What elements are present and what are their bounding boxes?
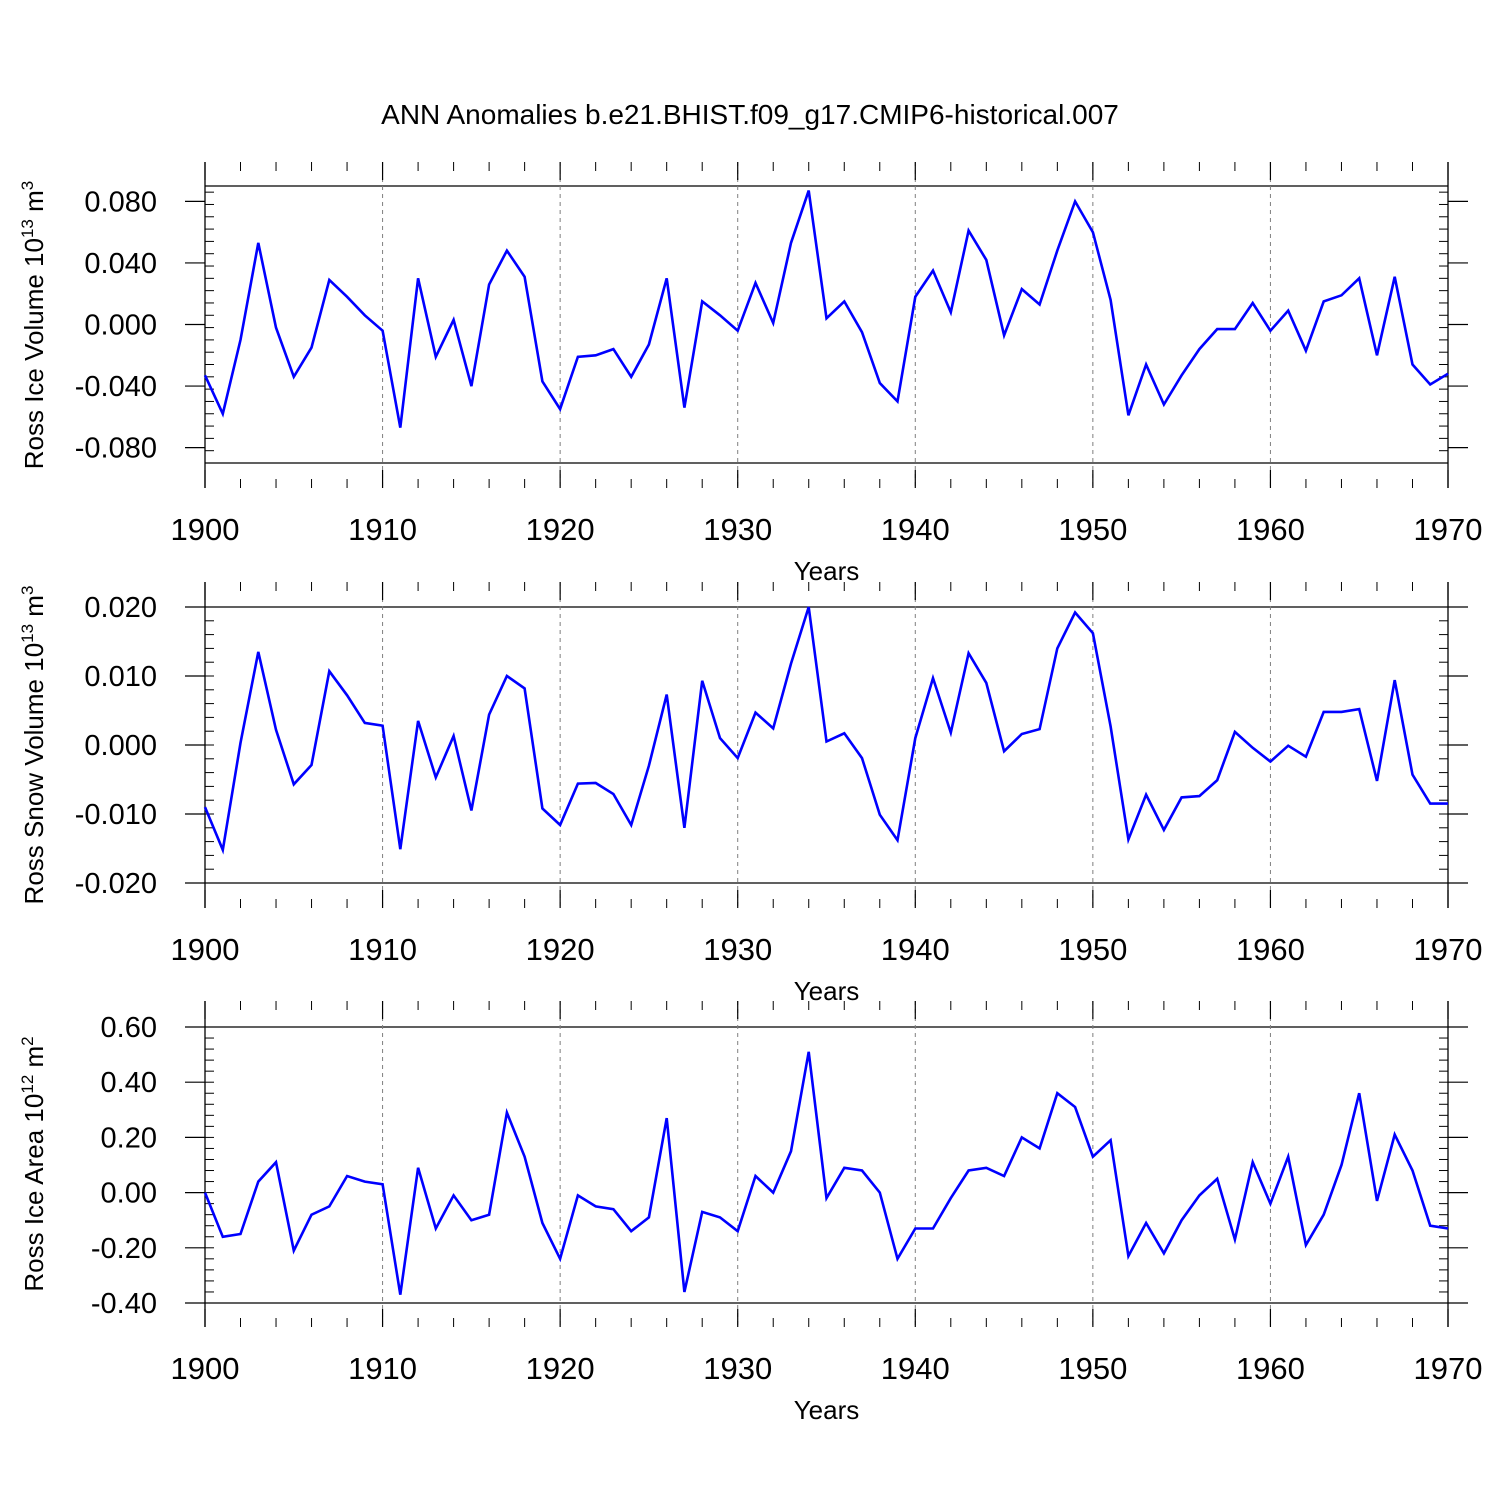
- x-tick-label: 1920: [526, 512, 595, 547]
- y-axis-title-part: Ross Snow Volume 10: [19, 643, 49, 905]
- y-tick-label: 0.00: [101, 1178, 157, 1210]
- x-tick-label: 1940: [881, 512, 950, 547]
- y-tick-label: 0.40: [101, 1067, 157, 1099]
- x-tick-label: 1960: [1236, 512, 1305, 547]
- x-tick-label: 1910: [348, 512, 417, 547]
- y-axis-title-part: m: [19, 190, 49, 219]
- x-tick-label: 1900: [171, 1351, 240, 1386]
- y-axis-title-superscript: 12: [18, 1075, 37, 1094]
- x-tick-label: 1920: [526, 1351, 595, 1386]
- panel-3: 1900 1910 1920 1930 1940 1950 1960 1970 -0.40 -0.…: [18, 1001, 1482, 1425]
- y-tick-label: 0.080: [84, 186, 157, 218]
- x-tick-label: 1970: [1414, 932, 1483, 967]
- y-axis-title: Ross Ice Area 1012 m2: [18, 1036, 49, 1291]
- y-axis-title-superscript: 2: [18, 1036, 37, 1045]
- x-tick-label: 1910: [348, 1351, 417, 1386]
- y-axis-title-part: Ross Ice Area 10: [19, 1094, 49, 1292]
- series-line: [203, 1051, 1449, 1295]
- y-axis-title: Ross Snow Volume 1013 m3: [18, 586, 49, 905]
- y-axis-title-superscript: 13: [18, 624, 37, 643]
- series-line: [203, 606, 1448, 855]
- x-tick-label: 1920: [526, 932, 595, 967]
- y-tick-label: -0.080: [75, 433, 157, 465]
- x-tick-label: 1950: [1058, 932, 1127, 967]
- y-tick-label: 0.60: [101, 1012, 157, 1044]
- y-tick-label: 0.000: [84, 310, 157, 342]
- x-tick-label: 1930: [703, 932, 772, 967]
- x-tick-label: 1940: [881, 1351, 950, 1386]
- x-tick-label: 1960: [1236, 1351, 1305, 1386]
- x-tick-label: 1950: [1058, 1351, 1127, 1386]
- panel-1: 1900 1910 1920 1930 1940 1950 1960 1970 -0.080 -0…: [18, 162, 1482, 586]
- x-tick-label: 1930: [703, 1351, 772, 1386]
- x-axis-title: Years: [794, 1395, 860, 1425]
- x-tick-label: 1970: [1414, 1351, 1483, 1386]
- y-axis-title-part: m: [19, 1046, 49, 1075]
- x-tick-label: 1970: [1414, 512, 1483, 547]
- x-tick-label: 1900: [171, 932, 240, 967]
- x-tick-label: 1940: [881, 932, 950, 967]
- x-axis-title: Years: [794, 976, 860, 1006]
- y-tick-label: -0.040: [75, 371, 157, 403]
- y-tick-label: 0.040: [84, 248, 157, 280]
- x-axis-title: Years: [794, 556, 860, 586]
- y-tick-label: -0.020: [75, 868, 157, 900]
- y-tick-label: 0.010: [84, 661, 157, 693]
- y-axis-title-part: Ross Ice Volume 10: [19, 238, 49, 469]
- y-tick-label: -0.40: [91, 1288, 157, 1320]
- y-axis-title-part: m: [19, 595, 49, 624]
- panels: 1900 1910 1920 1930 1940 1950 1960 1970 -0.080 -0…: [18, 162, 1482, 1425]
- panel-2: 1900 1910 1920 1930 1940 1950 1960 1970 -0.020 -0…: [18, 582, 1482, 1006]
- y-tick-label: 0.000: [84, 730, 157, 762]
- series-line: [203, 190, 1449, 428]
- x-tick-label: 1930: [703, 512, 772, 547]
- x-tick-label: 1950: [1058, 512, 1127, 547]
- y-tick-label: -0.010: [75, 799, 157, 831]
- y-axis-title-superscript: 13: [18, 219, 37, 238]
- y-axis-title-superscript: 3: [18, 586, 37, 595]
- y-tick-label: 0.20: [101, 1122, 157, 1154]
- y-axis-title-superscript: 3: [18, 181, 37, 190]
- chart-title: ANN Anomalies b.e21.BHIST.f09_g17.CMIP6-…: [381, 99, 1119, 130]
- y-tick-label: -0.20: [91, 1233, 157, 1265]
- x-tick-label: 1910: [348, 932, 417, 967]
- y-tick-label: 0.020: [84, 592, 157, 624]
- x-tick-label: 1900: [171, 512, 240, 547]
- y-axis-title: Ross Ice Volume 1013 m3: [18, 181, 49, 470]
- x-tick-label: 1960: [1236, 932, 1305, 967]
